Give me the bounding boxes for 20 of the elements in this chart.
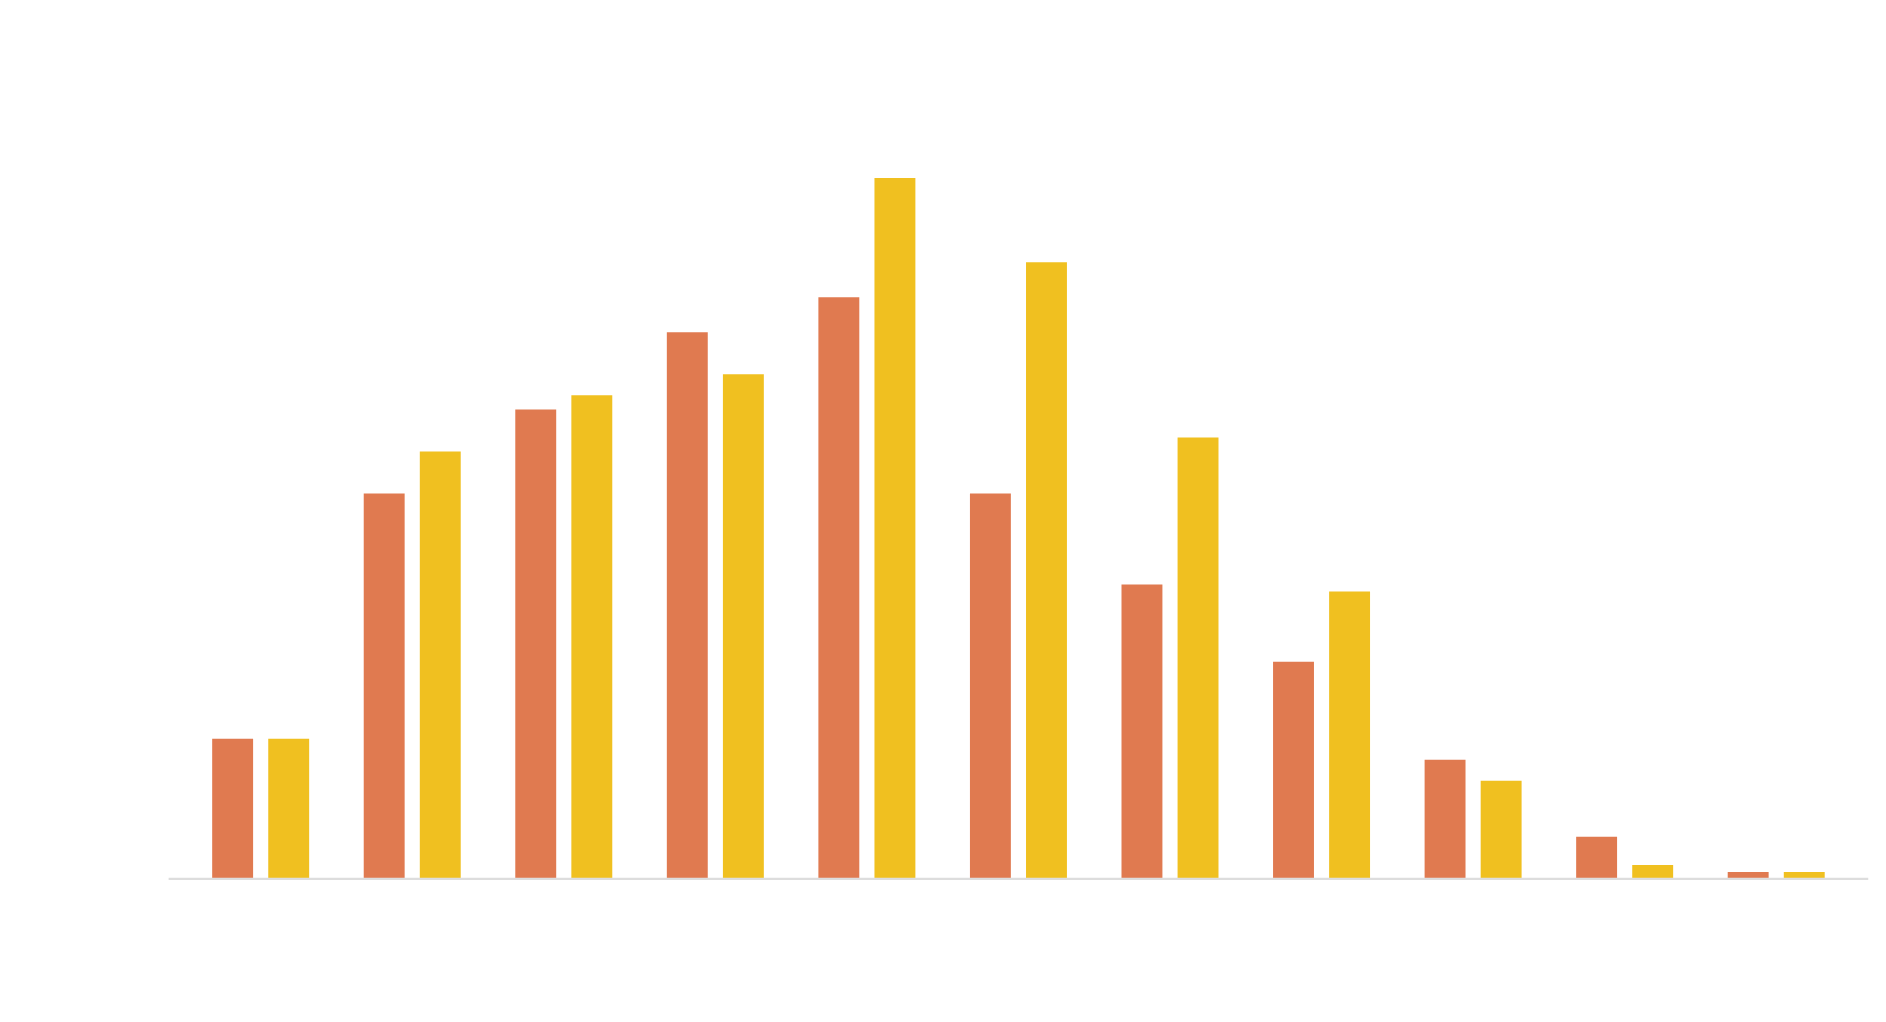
bar [1273, 661, 1314, 879]
bar [1480, 780, 1522, 879]
bar [363, 493, 405, 879]
bar [1026, 262, 1067, 879]
bar [969, 493, 1011, 879]
bar [1632, 864, 1674, 879]
bar [1121, 584, 1163, 879]
bar [818, 297, 860, 879]
bar [1329, 591, 1371, 879]
bar [874, 178, 916, 879]
bar [515, 409, 557, 879]
bar [212, 738, 254, 879]
bar [419, 451, 461, 879]
bar [1576, 836, 1618, 879]
bar [722, 374, 764, 879]
bar [571, 395, 613, 879]
bar [1177, 437, 1219, 879]
bar [1424, 759, 1466, 879]
bar [268, 738, 310, 879]
bar [666, 332, 708, 879]
